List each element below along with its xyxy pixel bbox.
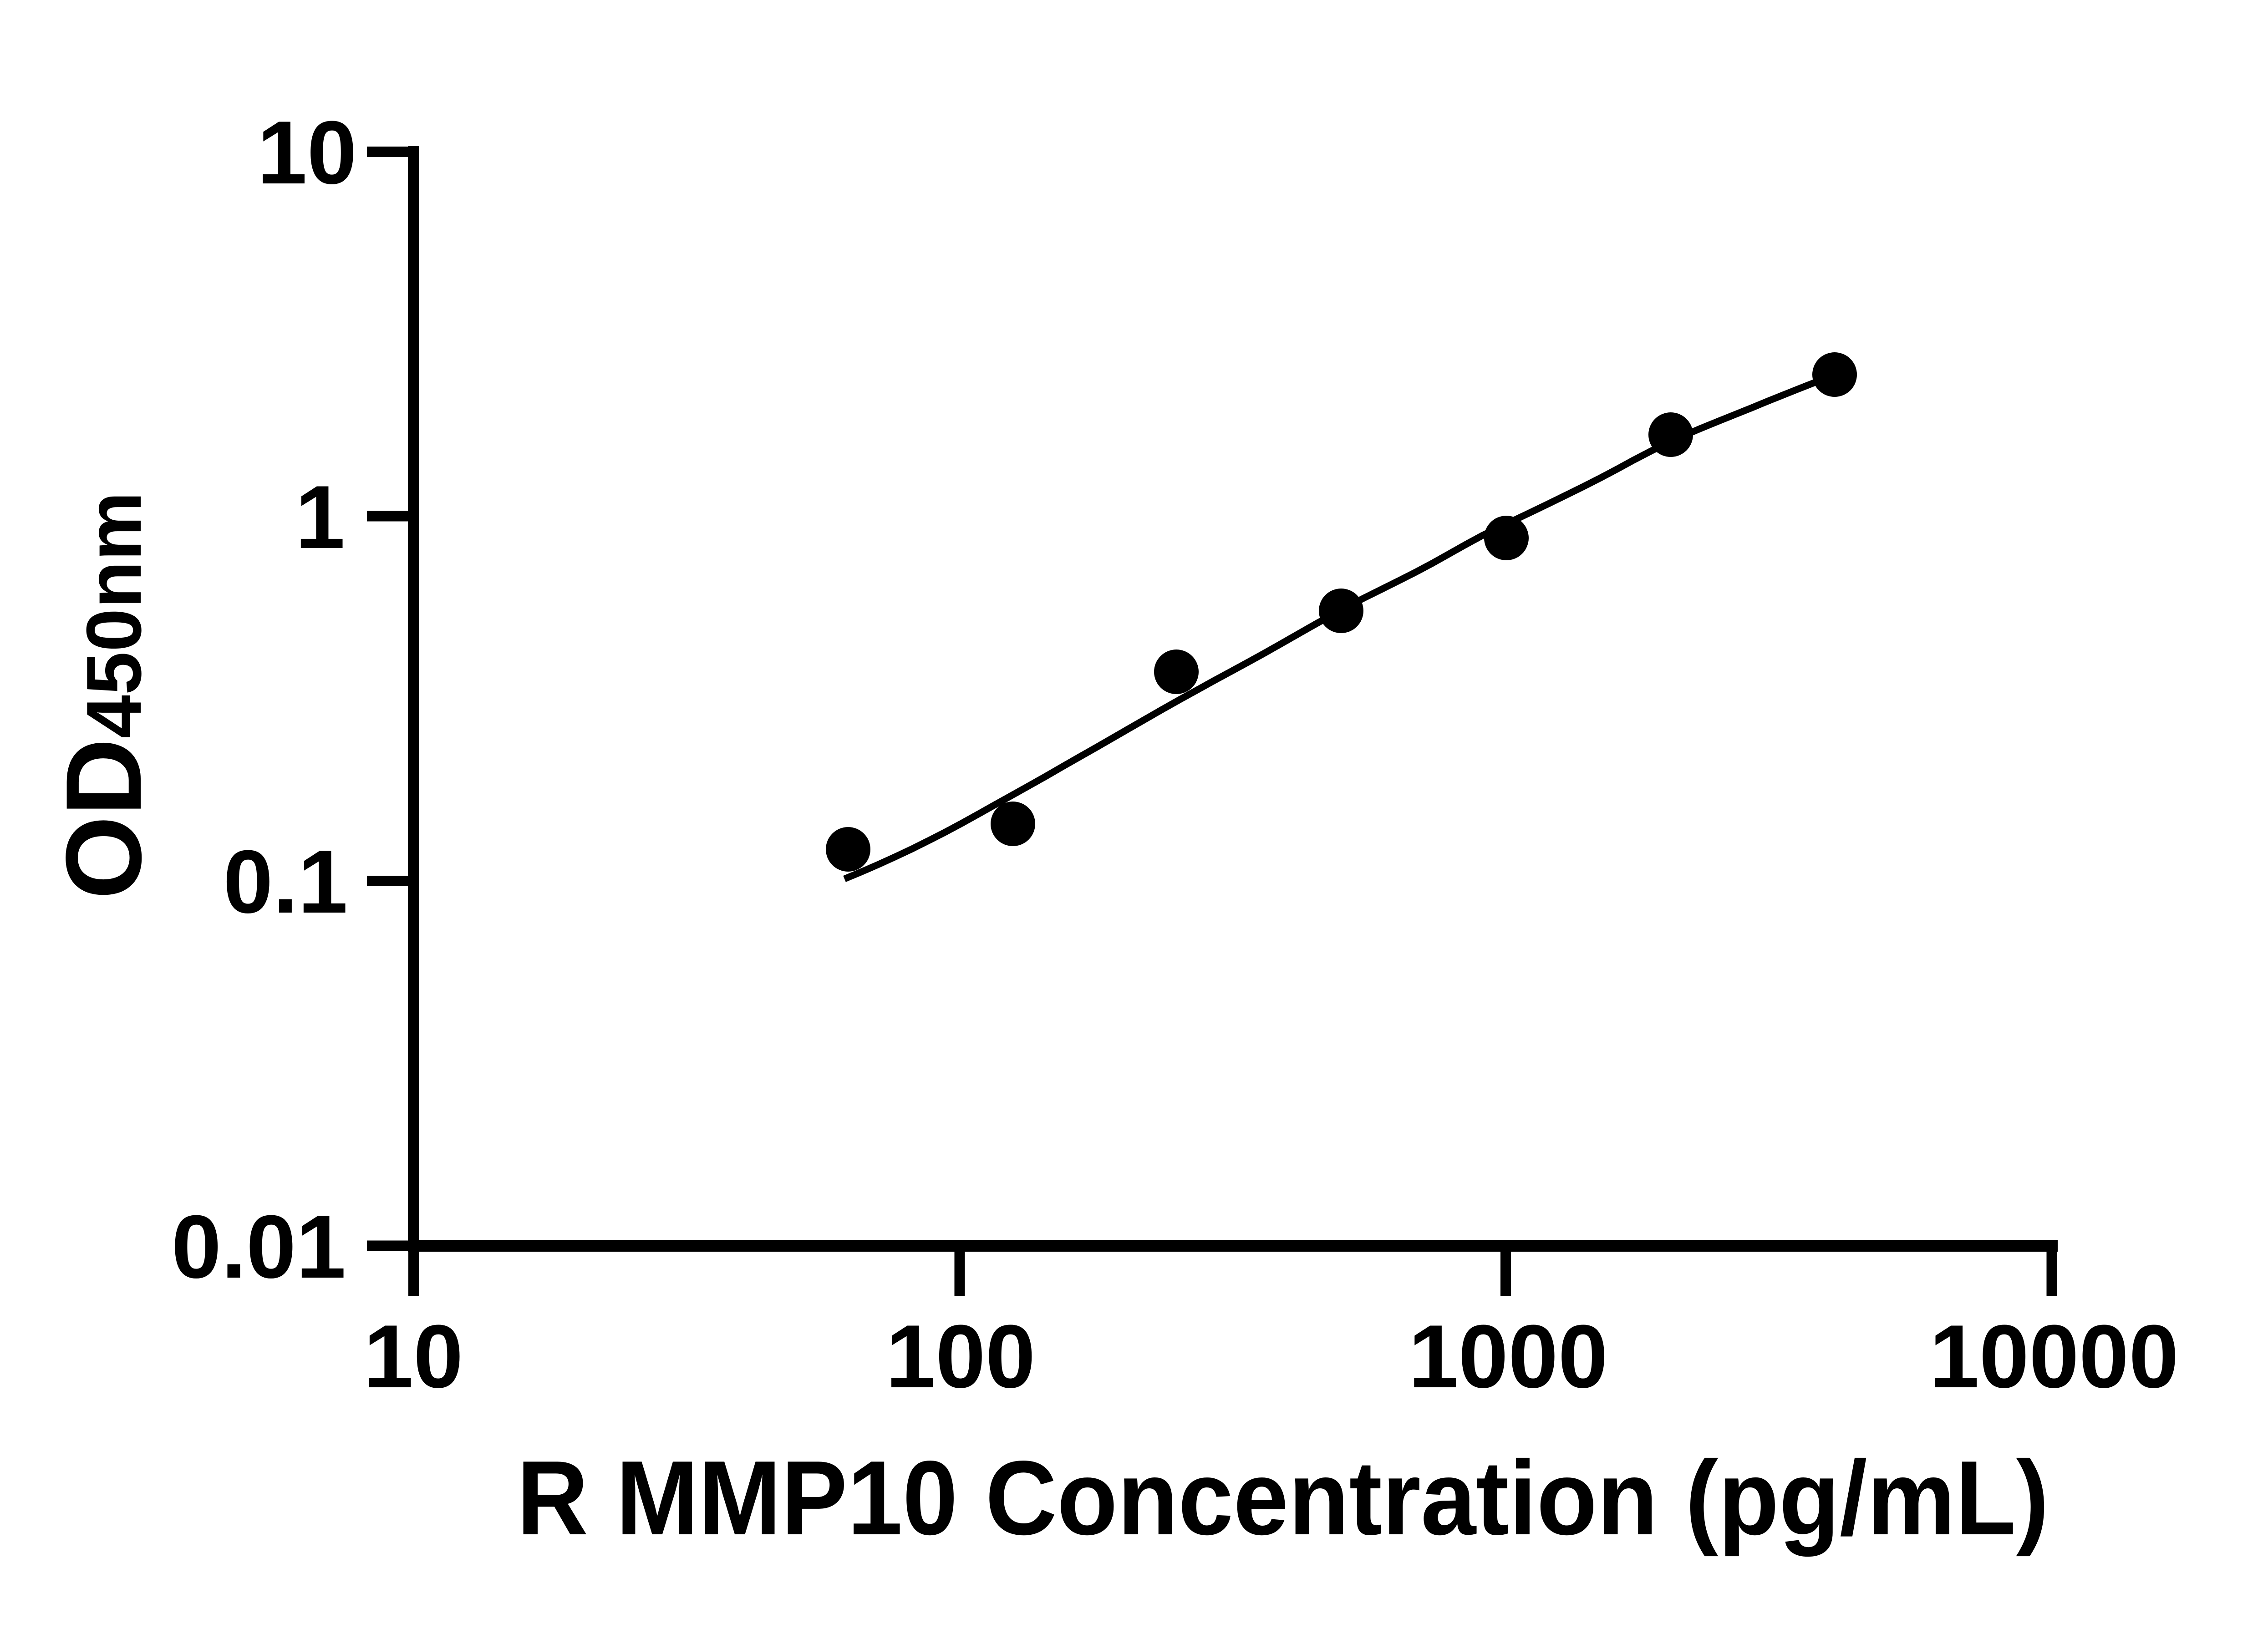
svg-text:1: 1 — [295, 467, 345, 567]
svg-text:10: 10 — [257, 102, 357, 203]
svg-text:100: 100 — [886, 1306, 1036, 1406]
svg-text:10: 10 — [363, 1306, 463, 1406]
svg-text:10000: 10000 — [1929, 1306, 2179, 1406]
svg-text:1000: 1000 — [1409, 1306, 1608, 1406]
svg-text:R MMP10 Concentration (pg/mL): R MMP10 Concentration (pg/mL) — [517, 1439, 2049, 1557]
svg-text:0.1: 0.1 — [223, 832, 348, 932]
svg-text:0.01: 0.01 — [172, 1197, 346, 1297]
